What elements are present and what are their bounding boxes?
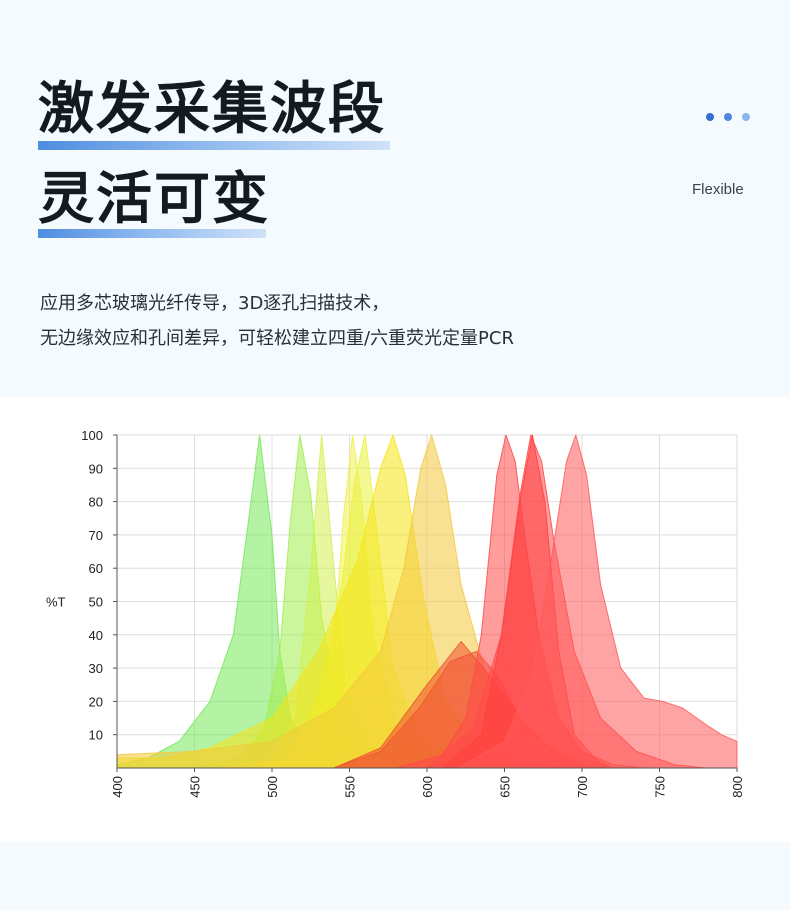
dot-icon <box>724 113 732 121</box>
x-tick-label: 400 <box>110 776 125 798</box>
x-tick-label: 650 <box>498 776 513 798</box>
x-tick-label: 450 <box>188 776 203 798</box>
x-tick-label: 550 <box>343 776 358 798</box>
description-line-2: 无边缘效应和孔间差异，可轻松建立四重/六重荧光定量PCR <box>40 328 514 349</box>
y-tick-label: 50 <box>89 595 103 610</box>
x-tick-label: 700 <box>575 776 590 798</box>
footer-band <box>0 842 790 910</box>
x-tick-label: 600 <box>420 776 435 798</box>
y-axis-label: %T <box>46 595 66 610</box>
y-tick-label: 30 <box>89 661 103 676</box>
y-tick-label: 90 <box>89 461 103 476</box>
y-tick-label: 80 <box>89 495 103 510</box>
y-tick-label: 40 <box>89 628 103 643</box>
spectrum-series-13 <box>457 434 738 769</box>
page-title-line-2: 灵活可变 <box>38 167 270 232</box>
transmission-spectrum-chart: 400 450 500 550 600 650 700 750 800 10 20 30 40 50 60 7… <box>46 428 745 798</box>
x-tick-label: 750 <box>653 776 668 798</box>
y-tick-label: 60 <box>89 561 103 576</box>
y-tick-label: 10 <box>89 728 103 743</box>
title-underline <box>38 229 266 238</box>
chart-panel: 400 450 500 550 600 650 700 750 800 10 20 30 40 50 60 7… <box>0 397 790 842</box>
x-tick-label: 800 <box>730 776 745 798</box>
x-tick-label: 500 <box>265 776 280 798</box>
y-tick-label: 100 <box>81 428 103 443</box>
description-line-1: 应用多芯玻璃光纤传导，3D逐孔扫描技术， <box>40 293 390 314</box>
dots-decoration-icon <box>706 113 754 123</box>
page-title-line-1: 激发采集波段 <box>38 77 386 142</box>
y-tick-label: 20 <box>89 694 103 709</box>
section-tag: Flexible <box>692 181 744 198</box>
dot-icon <box>742 113 750 121</box>
hero-section: 激发采集波段 灵活可变 Flexible 应用多芯玻璃光纤传导，3D逐孔扫描技术… <box>0 0 790 395</box>
dot-icon <box>706 113 714 121</box>
y-tick-label: 70 <box>89 528 103 543</box>
title-underline <box>38 141 390 150</box>
